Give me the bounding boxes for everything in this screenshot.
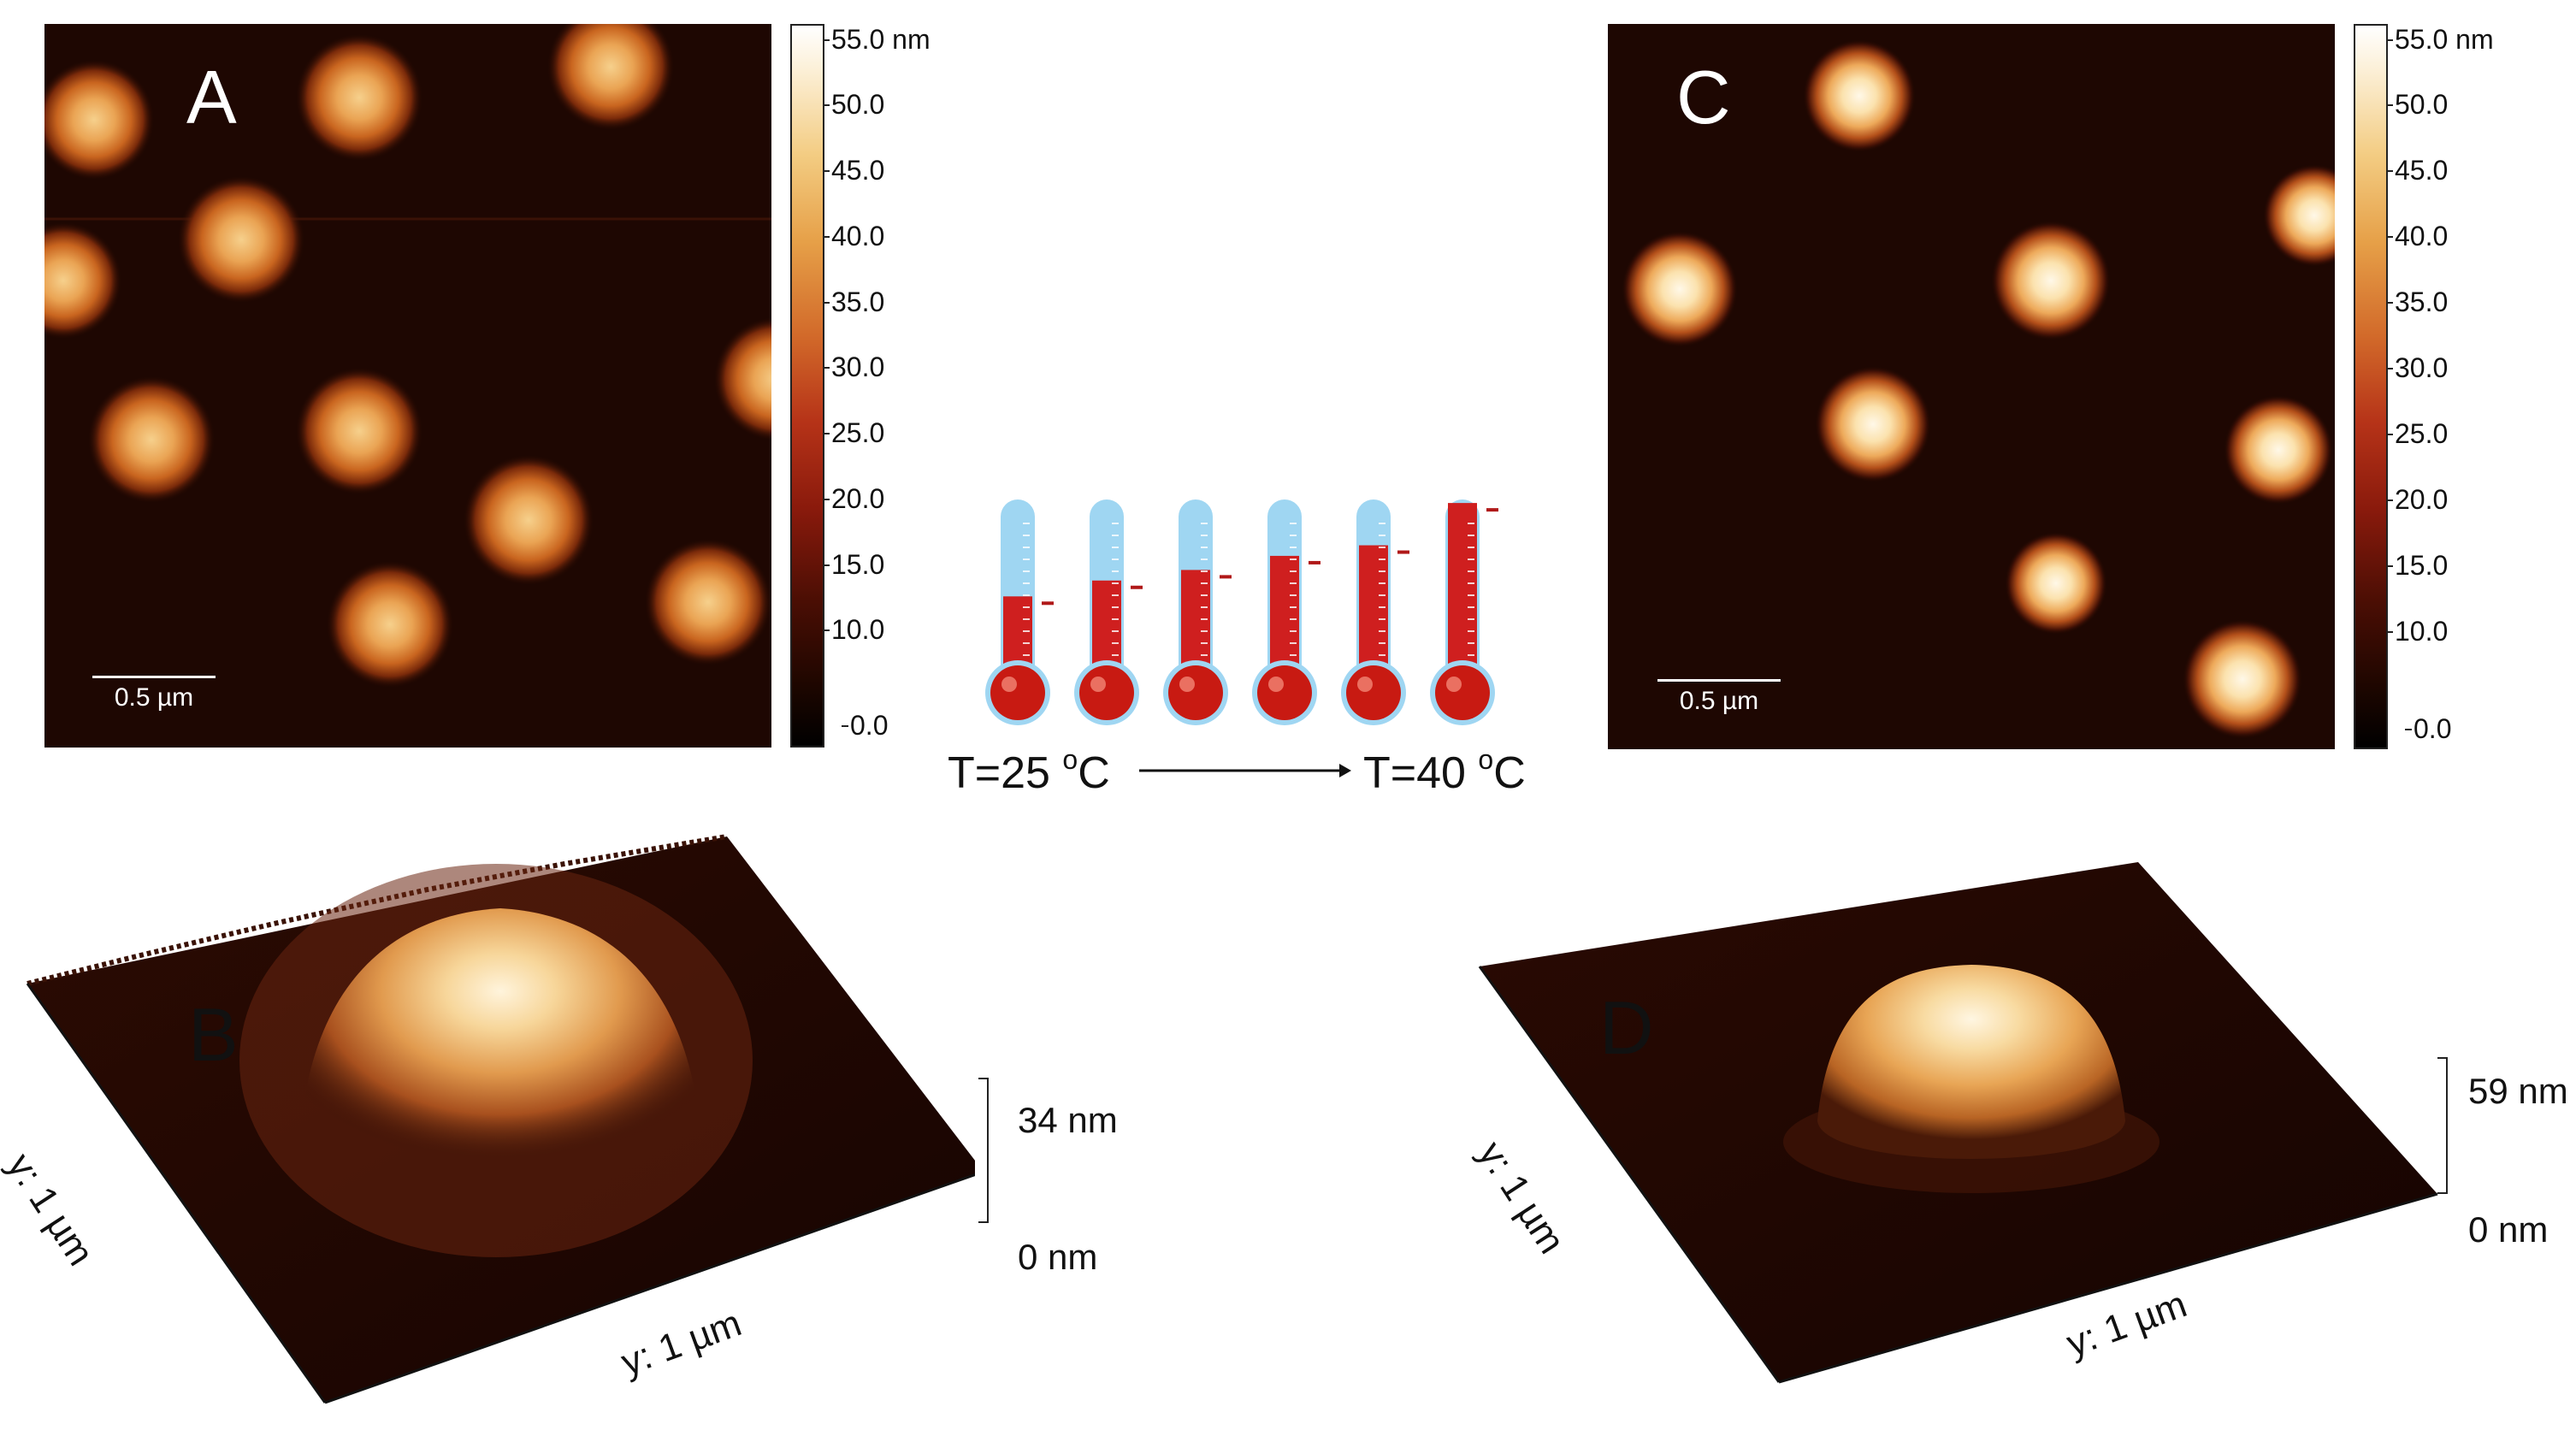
surface-plot-d-canvas bbox=[1478, 862, 2438, 1384]
thermometer-1 bbox=[985, 499, 1054, 725]
colorbar-c-tick-0: 0.0 bbox=[2404, 713, 2452, 744]
particle-a-1 bbox=[44, 60, 154, 180]
particle-c-1 bbox=[1803, 39, 1916, 152]
thermometer-row bbox=[966, 488, 1548, 727]
particle-c-3 bbox=[1622, 231, 1738, 347]
temperature-end-unit: C bbox=[1493, 748, 1526, 798]
panel-label-d: D bbox=[1599, 985, 1654, 1070]
particle-a-10 bbox=[327, 561, 453, 688]
temperature-arrow bbox=[1139, 764, 1351, 777]
particle-c-7 bbox=[2005, 532, 2107, 635]
particle-c-2 bbox=[2263, 164, 2335, 267]
temperature-end-degree: o bbox=[1478, 744, 1494, 775]
surface-b-z-max: 34 nm bbox=[1018, 1100, 1118, 1140]
afm-image-a: A 0.5 µm bbox=[44, 24, 771, 748]
surface-plot-b: B y: 1 µm y: 1 µm bbox=[0, 770, 989, 1420]
particle-c-4 bbox=[1991, 221, 2111, 340]
surface-b-z-min: 0 nm bbox=[1018, 1237, 1098, 1277]
scale-bar-c-label: 0.5 µm bbox=[1679, 687, 1759, 715]
surface-d-dome bbox=[1817, 965, 2125, 1159]
temperature-start-label: T=25 oC bbox=[948, 744, 1110, 799]
colorbar-a-tick-10: 10.0 bbox=[822, 614, 885, 645]
afm-image-a-canvas bbox=[44, 24, 771, 748]
colorbar-a-tick-50: 50.0 bbox=[822, 89, 885, 120]
colorbar-a-tick-15: 15.0 bbox=[822, 549, 885, 580]
colorbar-c-tick-55: 55.0 nm bbox=[2386, 24, 2494, 55]
thermometer-2 bbox=[1074, 499, 1143, 725]
particle-a-4 bbox=[178, 176, 304, 303]
colorbar-c-tick-25: 25.0 bbox=[2385, 418, 2449, 449]
scale-bar-a: 0.5 µm bbox=[92, 676, 216, 712]
particle-a-2 bbox=[296, 34, 422, 161]
colorbar-c-tick-40: 40.0 bbox=[2385, 221, 2449, 251]
colorbar-a-tick-0: 0.0 bbox=[841, 710, 889, 741]
surface-d-z-axis bbox=[2437, 1057, 2448, 1194]
particle-a-9 bbox=[464, 455, 594, 585]
colorbar-c-tick-20: 20.0 bbox=[2385, 484, 2449, 515]
particle-c-5 bbox=[1815, 366, 1931, 482]
colorbar-c-tick-15: 15.0 bbox=[2385, 550, 2449, 581]
thermometer-4 bbox=[1252, 499, 1320, 725]
thermometer-6 bbox=[1430, 499, 1498, 725]
scale-bar-c: 0.5 µm bbox=[1657, 679, 1781, 716]
colorbar-a-tick-20: 20.0 bbox=[822, 483, 885, 514]
surface-plot-d: D y: 1 µm y: 1 µm bbox=[1470, 770, 2497, 1420]
particle-c-8 bbox=[2183, 619, 2302, 739]
particle-a-5 bbox=[44, 222, 121, 339]
thermometer-3 bbox=[1163, 499, 1232, 725]
colorbar-a bbox=[790, 24, 824, 748]
surface-d-z-max: 59 nm bbox=[2468, 1071, 2568, 1111]
panel-label-b: B bbox=[188, 992, 239, 1077]
particle-a-8 bbox=[714, 317, 771, 440]
particle-a-6 bbox=[88, 376, 215, 503]
surface-d-z-min: 0 nm bbox=[2468, 1209, 2549, 1250]
particle-a-7 bbox=[296, 368, 422, 494]
afm-image-c-canvas bbox=[1608, 24, 2335, 749]
thermometer-5 bbox=[1341, 499, 1409, 725]
colorbar-a-tick-30: 30.0 bbox=[822, 352, 885, 382]
temperature-end-label: T=40 oC bbox=[1363, 744, 1526, 799]
panel-label-a: A bbox=[186, 55, 237, 139]
colorbar-a-tick-40: 40.0 bbox=[822, 221, 885, 251]
colorbar-a-tick-35: 35.0 bbox=[822, 287, 885, 317]
colorbar-a-tick-25: 25.0 bbox=[822, 417, 885, 448]
surface-plot-b-canvas bbox=[26, 834, 975, 1404]
colorbar-c-tick-10: 10.0 bbox=[2385, 616, 2449, 647]
surface-b-z-axis bbox=[978, 1078, 989, 1223]
colorbar-c-tick-45: 45.0 bbox=[2385, 155, 2449, 186]
particle-a-3 bbox=[547, 24, 674, 130]
temperature-start-value: T=25 bbox=[948, 748, 1063, 798]
colorbar-c-tick-35: 35.0 bbox=[2385, 287, 2449, 317]
colorbar-c-tick-30: 30.0 bbox=[2385, 352, 2449, 383]
thermometer-row-canvas bbox=[985, 499, 1498, 725]
surface-b-dome bbox=[299, 908, 701, 1185]
particle-c-6 bbox=[2224, 395, 2333, 505]
colorbar-c-tick-50: 50.0 bbox=[2385, 89, 2449, 120]
afm-image-c: C 0.5 µm bbox=[1608, 24, 2335, 749]
temperature-start-unit: C bbox=[1078, 748, 1110, 798]
scale-bar-a-label: 0.5 µm bbox=[114, 683, 194, 712]
temperature-end-value: T=40 bbox=[1363, 748, 1479, 798]
colorbar-a-tick-45: 45.0 bbox=[822, 155, 885, 186]
panel-label-c: C bbox=[1676, 55, 1731, 139]
temperature-start-degree: o bbox=[1062, 744, 1078, 775]
colorbar-a-tick-55: 55.0 nm bbox=[823, 24, 931, 55]
particle-a-11 bbox=[645, 539, 771, 665]
colorbar-c bbox=[2354, 24, 2388, 749]
